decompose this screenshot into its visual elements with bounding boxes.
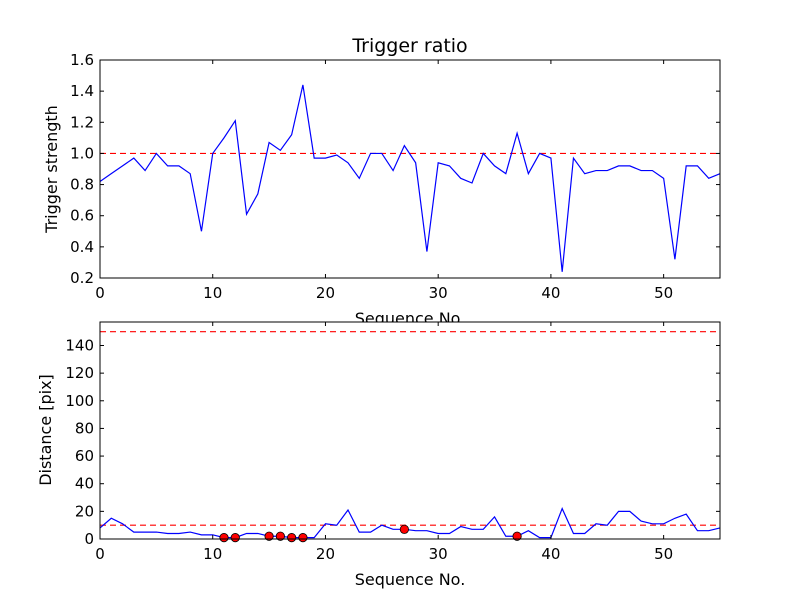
distance-series-line [99, 507, 721, 539]
distance-x-tick-label: 50 [654, 545, 673, 563]
distance-ticks: 0 10 20 30 40 50 0 20 40 60 80 100 120 140 [65, 322, 720, 563]
distance-y-tick-label: 140 [65, 336, 94, 354]
distance-x-tick-label: 40 [541, 545, 560, 563]
trigger-ratio-y-tick-label: 1.2 [70, 113, 94, 131]
trigger-ratio-x-tick-label: 10 [203, 284, 222, 302]
trigger-ratio-x-tick-label: 40 [541, 284, 560, 302]
distance-outlier-marker [399, 524, 409, 534]
distance-outlier-marker [219, 533, 229, 543]
trigger-ratio-y-axis-label: Trigger strength [42, 105, 61, 234]
trigger-ratio-plot: Trigger ratio 0 10 20 30 40 50 0.2 0.4 0.6 0.8 1.0… [42, 35, 721, 328]
distance-x-tick-label: 0 [95, 545, 105, 563]
trigger-ratio-y-tick-label: 1.0 [70, 144, 94, 162]
trigger-ratio-marks [99, 84, 721, 272]
distance-outlier-marker [275, 531, 285, 541]
distance-x-tick-label: 10 [203, 545, 222, 563]
distance-outlier-marker [264, 531, 274, 541]
trigger-ratio-title: Trigger ratio [351, 35, 467, 57]
distance-plot-area [100, 322, 720, 539]
trigger-ratio-y-tick-label: 0.8 [70, 176, 94, 194]
trigger-ratio-ticks: 0 10 20 30 40 50 0.2 0.4 0.6 0.8 1.0 1.2 1.4 1.6 [70, 51, 720, 302]
trigger-ratio-x-tick-label: 50 [654, 284, 673, 302]
distance-marks [99, 331, 721, 543]
distance-x-axis-label: Sequence No. [355, 570, 466, 589]
distance-y-tick-label: 20 [75, 502, 94, 520]
distance-x-tick-label: 30 [429, 545, 448, 563]
distance-y-axis-label: Distance [pix] [36, 374, 55, 486]
trigger-ratio-y-tick-label: 0.4 [70, 238, 94, 256]
distance-outlier-marker [512, 531, 522, 541]
trigger-ratio-y-tick-label: 1.4 [70, 82, 94, 100]
trigger-ratio-x-tick-label: 20 [316, 284, 335, 302]
distance-outlier-marker [298, 533, 308, 543]
trigger-ratio-plot-area [100, 60, 720, 278]
distance-y-tick-label: 60 [75, 447, 94, 465]
trigger-ratio-y-tick-label: 0.6 [70, 207, 94, 225]
distance-outlier-marker [287, 533, 297, 543]
distance-y-tick-label: 100 [65, 392, 94, 410]
trigger-ratio-x-tick-label: 0 [95, 284, 105, 302]
trigger-ratio-y-tick-label: 1.6 [70, 51, 94, 69]
distance-y-tick-label: 80 [75, 419, 94, 437]
trigger-ratio-axes-frame [99, 59, 721, 279]
distance-plot: 0 10 20 30 40 50 0 20 40 60 80 100 120 140 Sequence N… [36, 321, 721, 589]
trigger-ratio-x-tick-label: 30 [429, 284, 448, 302]
distance-y-tick-label: 120 [65, 364, 94, 382]
distance-x-tick-label: 20 [316, 545, 335, 563]
distance-y-tick-label: 40 [75, 475, 94, 493]
trigger-ratio-y-tick-label: 0.2 [70, 269, 94, 287]
distance-axes-frame [99, 321, 721, 540]
distance-outlier-marker [230, 533, 240, 543]
trigger-ratio-series-line [99, 84, 721, 272]
distance-y-tick-label: 0 [84, 530, 94, 548]
